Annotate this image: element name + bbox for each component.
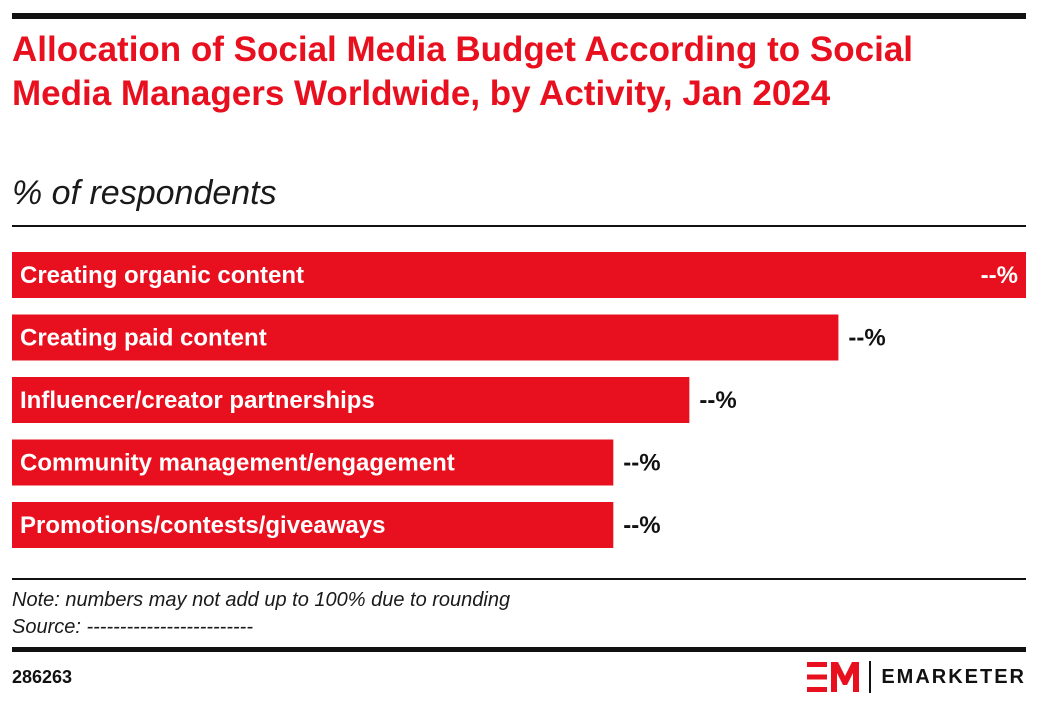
value-label: --% [623,450,660,477]
bar-group: Community management/engagement --% [12,439,661,486]
brand-logo: EM EMARKETER [807,660,1026,694]
em-logo-icon: EM [807,662,860,692]
bar [12,502,614,548]
chart-subtitle: % of respondents [12,174,277,212]
bar [12,252,1026,298]
chart-title: Allocation of Social Media Budget Accord… [12,30,914,113]
bar-group: Promotions/contests/giveaways --% [12,502,661,548]
brand-divider [869,661,872,693]
chart-note: Note: numbers may not add up to 100% due… [12,589,511,611]
category-label: Community management/engagement [20,450,455,477]
value-label: --% [623,512,660,539]
bar-group: Influencer/creator partnerships --% [12,377,737,423]
category-label: Creating paid content [20,325,267,352]
brand-name: EMARKETER [881,665,1026,688]
value-label: --% [699,387,736,414]
value-label: --% [848,325,885,352]
note-rule [12,578,1026,580]
value-label: --% [981,262,1018,289]
bar-group: Creating organic content --% [12,252,1026,298]
chart-id: 286263 [12,667,73,687]
category-label: Influencer/creator partnerships [20,387,375,414]
header-rule [12,225,1026,227]
category-label: Promotions/contests/giveaways [20,512,385,539]
bar-group: Creating paid content --% [12,314,886,361]
chart-source: Source: ------------------------- [12,616,253,638]
bottom-rule [12,647,1026,652]
bar-chart: Creating organic content --%Creating paid… [12,252,1026,548]
top-rule [12,13,1026,19]
bar [12,439,614,486]
bar [12,377,690,423]
category-label: Creating organic content [20,262,304,289]
bar [12,314,839,361]
